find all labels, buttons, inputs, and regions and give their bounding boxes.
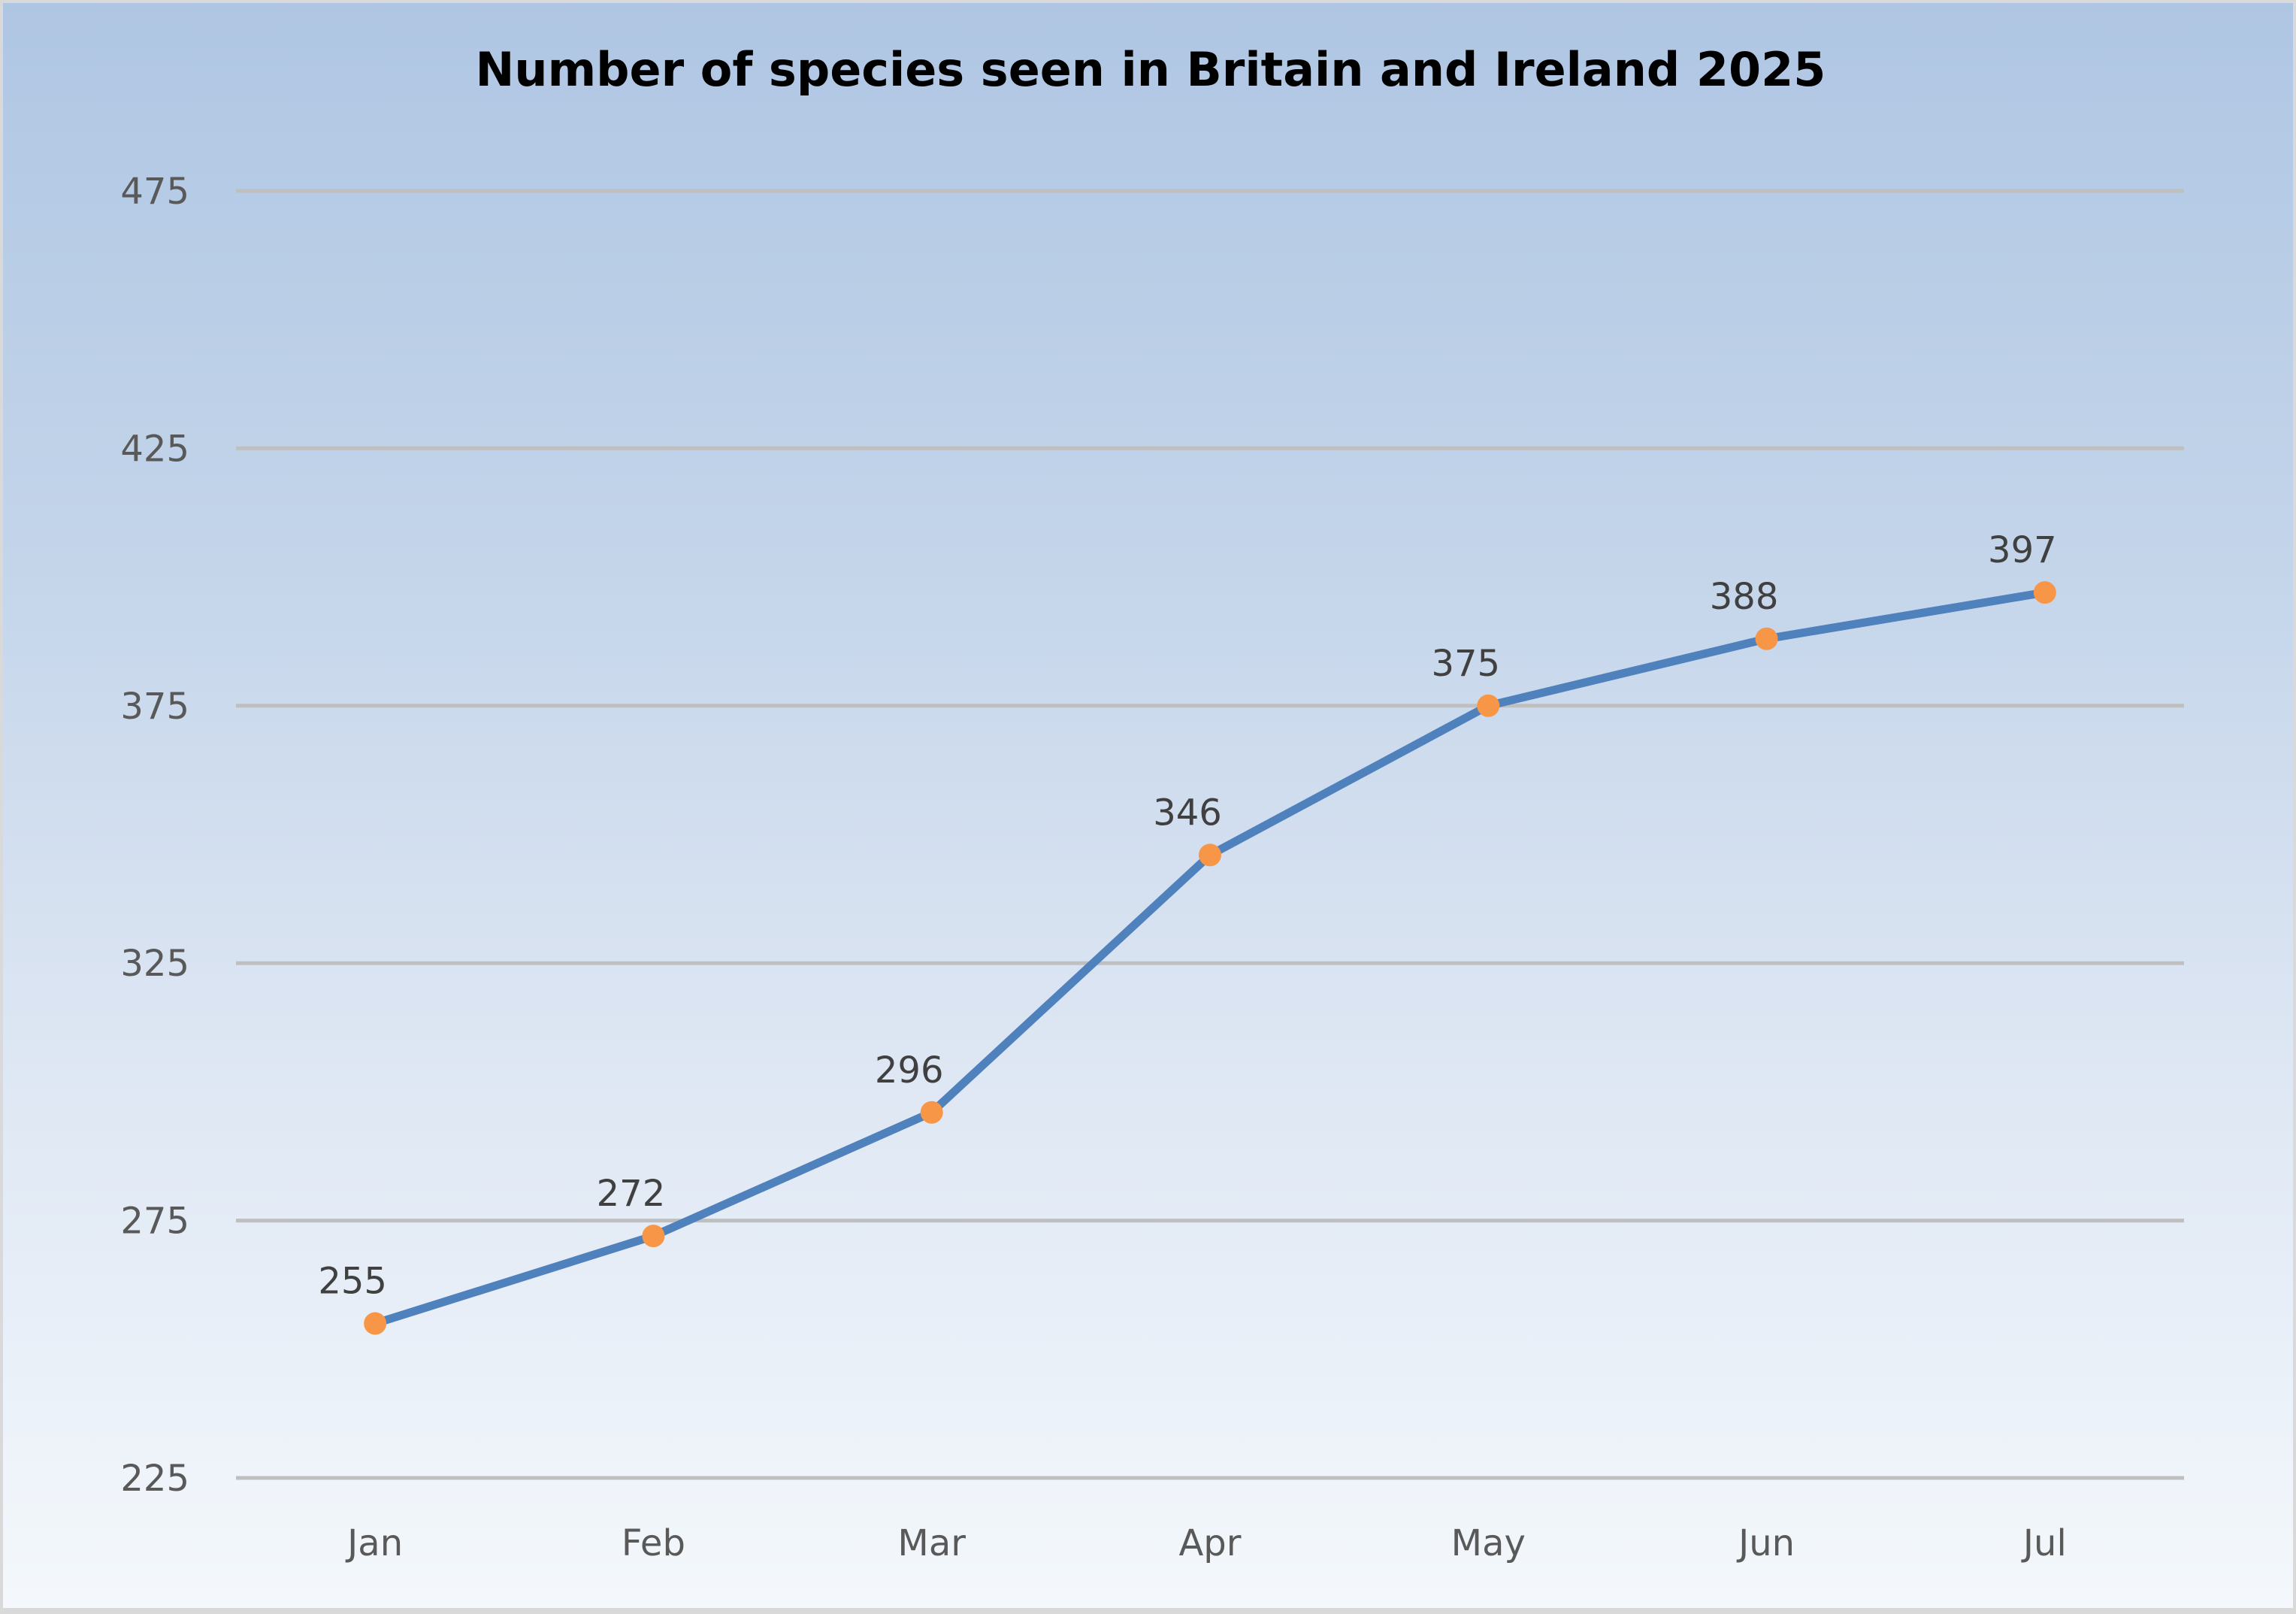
x-tick-label: May bbox=[1451, 1522, 1526, 1564]
chart-title: Number of species seen in Britain and Ir… bbox=[476, 42, 1826, 97]
line-chart: Number of species seen in Britain and Ir… bbox=[120, 42, 2184, 1564]
data-point-mar bbox=[920, 1101, 943, 1124]
x-tick-label: Jul bbox=[2021, 1522, 2067, 1564]
data-label-mar: 296 bbox=[875, 1049, 944, 1092]
y-tick-label: 325 bbox=[120, 943, 189, 985]
x-axis-ticks: Jan Feb Mar Apr May Jun Jul bbox=[345, 1522, 2067, 1564]
data-labels: 255 272 296 346 375 388 397 bbox=[318, 529, 2056, 1302]
data-point-jan bbox=[364, 1312, 387, 1335]
x-tick-label: Mar bbox=[897, 1522, 966, 1564]
data-point-may bbox=[1477, 694, 1500, 717]
x-tick-label: Feb bbox=[622, 1522, 685, 1564]
data-label-feb: 272 bbox=[597, 1173, 666, 1215]
data-label-may: 375 bbox=[1431, 643, 1500, 685]
data-label-jun: 388 bbox=[1710, 576, 1779, 618]
x-tick-label: Apr bbox=[1178, 1522, 1241, 1564]
data-label-apr: 346 bbox=[1153, 792, 1222, 834]
data-point-jul bbox=[2033, 581, 2056, 604]
y-tick-label: 225 bbox=[120, 1458, 189, 1500]
data-point-apr bbox=[1199, 843, 1221, 867]
series-species bbox=[364, 581, 2056, 1335]
x-tick-label: Jan bbox=[345, 1522, 403, 1564]
y-tick-label: 425 bbox=[120, 428, 189, 470]
data-label-jul: 397 bbox=[1988, 529, 2057, 571]
y-tick-label: 375 bbox=[120, 686, 189, 728]
y-tick-label: 275 bbox=[120, 1201, 189, 1243]
data-point-feb bbox=[642, 1225, 665, 1248]
y-axis-ticks: 225 275 325 375 425 475 bbox=[120, 171, 189, 1500]
data-label-jan: 255 bbox=[318, 1261, 387, 1303]
gridlines bbox=[236, 189, 2184, 1480]
y-tick-label: 475 bbox=[120, 171, 189, 213]
x-tick-label: Jun bbox=[1736, 1522, 1795, 1564]
data-point-jun bbox=[1755, 627, 1778, 650]
